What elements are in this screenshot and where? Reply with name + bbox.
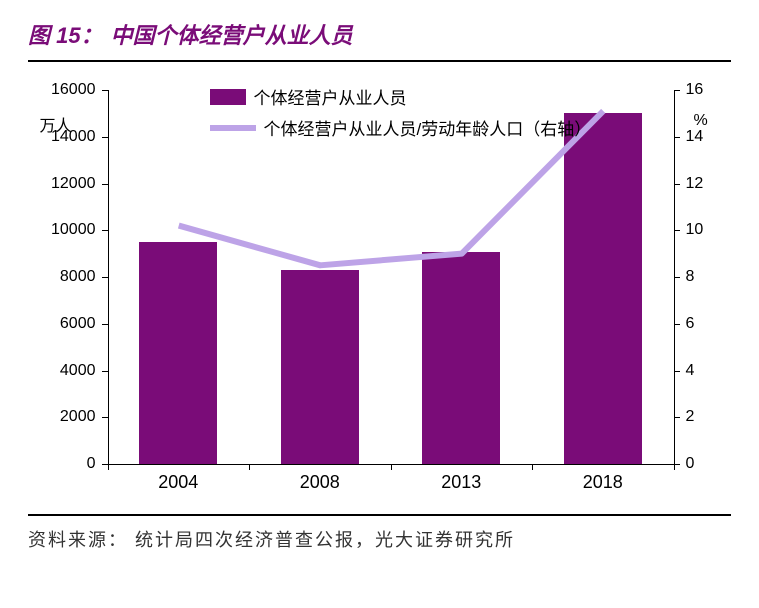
x-tick-mark bbox=[249, 464, 250, 470]
y-right-tick: 6 bbox=[686, 315, 695, 333]
chart-area: 万人%0200040006000800010000120001400016000… bbox=[30, 80, 730, 500]
y-left-tick: 10000 bbox=[51, 221, 96, 239]
y-right-tick: 2 bbox=[686, 408, 695, 426]
x-tick-mark bbox=[108, 464, 109, 470]
legend: 个体经营户从业人员个体经营户从业人员/劳动年龄人口（右轴） bbox=[210, 84, 592, 140]
figure-title-row: 图 15： 中国个体经营户从业人员 bbox=[28, 18, 731, 62]
x-tick-mark bbox=[532, 464, 533, 470]
x-tick-label: 2008 bbox=[300, 472, 340, 493]
x-tick-label: 2013 bbox=[441, 472, 481, 493]
x-tick-mark bbox=[674, 464, 675, 470]
y-left-tick: 16000 bbox=[51, 81, 96, 99]
y-left-tick: 6000 bbox=[60, 315, 96, 333]
figure-number: 图 15： bbox=[28, 18, 103, 50]
y-right-tick: 0 bbox=[686, 455, 695, 473]
legend-line-swatch bbox=[210, 125, 256, 131]
y-right-tick: 16 bbox=[686, 81, 704, 99]
y-left-tick: 2000 bbox=[60, 408, 96, 426]
legend-item-line: 个体经营户从业人员/劳动年龄人口（右轴） bbox=[210, 115, 592, 140]
y-right-tick: 4 bbox=[686, 362, 695, 380]
y-left-tick: 14000 bbox=[51, 128, 96, 146]
source-text: 统计局四次经济普查公报，光大证券研究所 bbox=[135, 530, 515, 550]
y-left-axis-line bbox=[108, 90, 109, 464]
source-row: 资料来源： 统计局四次经济普查公报，光大证券研究所 bbox=[28, 514, 731, 552]
x-tick-label: 2004 bbox=[158, 472, 198, 493]
y-right-tick: 12 bbox=[686, 175, 704, 193]
figure-title: 中国个体经营户从业人员 bbox=[111, 18, 353, 50]
y-left-tick: 4000 bbox=[60, 362, 96, 380]
y-left-tick: 0 bbox=[87, 455, 96, 473]
plot-region bbox=[108, 90, 674, 464]
legend-bar-label: 个体经营户从业人员 bbox=[254, 84, 407, 109]
source-label: 资料来源： bbox=[28, 530, 128, 550]
legend-bar-swatch bbox=[210, 89, 246, 105]
line-series bbox=[108, 90, 674, 464]
y-left-tick: 12000 bbox=[51, 175, 96, 193]
legend-line-label: 个体经营户从业人员/劳动年龄人口（右轴） bbox=[264, 115, 592, 140]
x-tick-mark bbox=[391, 464, 392, 470]
y-right-tick: 8 bbox=[686, 268, 695, 286]
y-left-tick: 8000 bbox=[60, 268, 96, 286]
x-tick-label: 2018 bbox=[583, 472, 623, 493]
legend-item-bar: 个体经营户从业人员 bbox=[210, 84, 592, 109]
y-right-tick: 10 bbox=[686, 221, 704, 239]
y-right-tick: 14 bbox=[686, 128, 704, 146]
y-right-axis-line bbox=[674, 90, 675, 464]
